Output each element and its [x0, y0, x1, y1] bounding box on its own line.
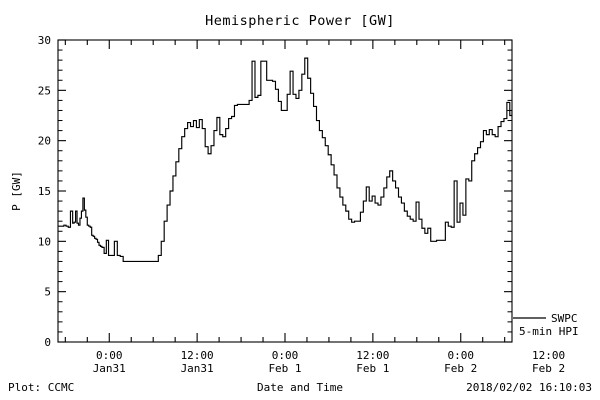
timestamp: 2018/02/02 16:10:03 — [466, 381, 592, 394]
y-tick-label: 25 — [38, 84, 51, 97]
x-tick-label-date: Feb 2 — [444, 362, 477, 375]
legend: SWPC 5-min HPI — [513, 312, 579, 338]
y-tick-label: 15 — [38, 185, 51, 198]
data-series-group — [58, 57, 512, 263]
x-tick-label-date: Jan31 — [93, 362, 126, 375]
x-tick-label-time: 0:00 — [272, 349, 299, 362]
x-tick-label-date: Feb 2 — [532, 362, 565, 375]
x-tick-label-time: 12:00 — [356, 349, 389, 362]
y-axis-tick-labels: 0 5 10 15 20 25 30 — [38, 34, 51, 349]
x-tick-label-time: 0:00 — [96, 349, 123, 362]
plot-credit: Plot: CCMC — [8, 381, 74, 394]
y-axis-ticks — [58, 39, 512, 343]
x-tick-label-date: Jan31 — [181, 362, 214, 375]
y-tick-label: 5 — [44, 286, 51, 299]
legend-label-line2: 5-min HPI — [519, 325, 579, 338]
x-tick-label-time: 0:00 — [447, 349, 474, 362]
x-axis-ticks — [64, 40, 506, 342]
chart-title: Hemispheric Power [GW] — [205, 13, 395, 29]
y-axis-label: P [GW] — [10, 171, 23, 211]
y-tick-label: 10 — [38, 235, 51, 248]
y-tick-label: 20 — [38, 135, 51, 148]
x-tick-label-time: 12:00 — [181, 349, 214, 362]
x-axis-label: Date and Time — [257, 381, 343, 394]
x-tick-label-date: Feb 1 — [268, 362, 301, 375]
x-tick-label-time: 12:00 — [532, 349, 565, 362]
data-line-0 — [58, 57, 512, 263]
y-tick-label: 0 — [44, 336, 51, 349]
y-tick-label: 30 — [38, 34, 51, 47]
legend-label-line1: SWPC — [551, 312, 578, 325]
x-tick-label-date: Feb 1 — [356, 362, 389, 375]
